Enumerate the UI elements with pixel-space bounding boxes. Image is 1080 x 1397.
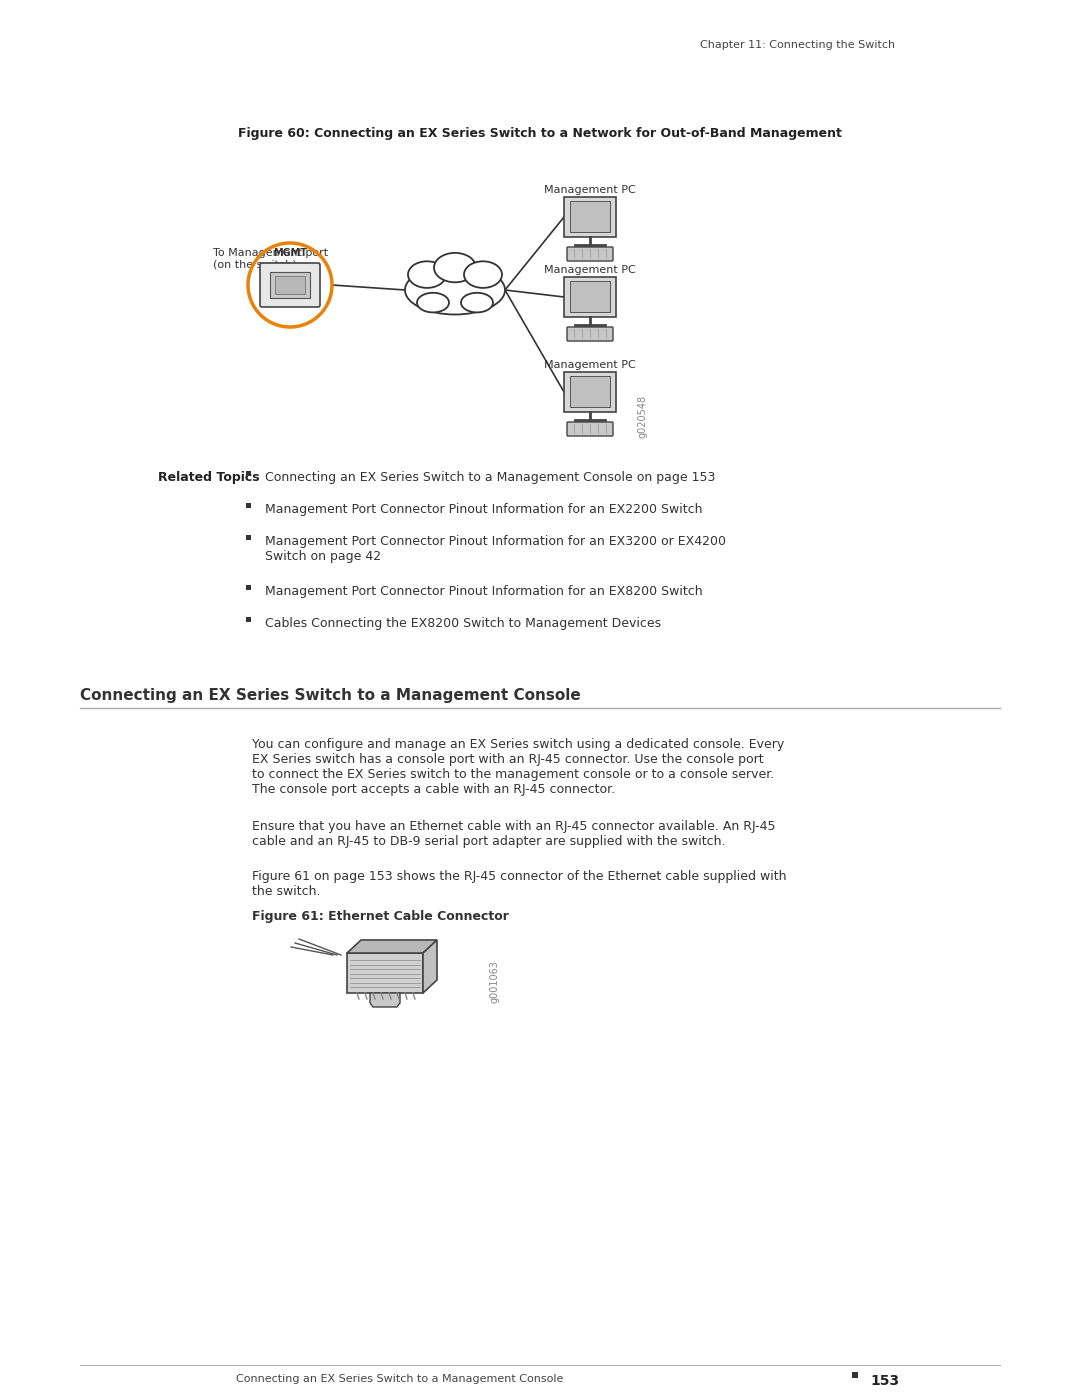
Polygon shape (347, 940, 437, 953)
Ellipse shape (464, 261, 502, 288)
Text: Figure 61: Ethernet Cable Connector: Figure 61: Ethernet Cable Connector (252, 909, 509, 923)
Text: You can configure and manage an EX Series switch using a dedicated console. Ever: You can configure and manage an EX Serie… (252, 738, 784, 796)
Text: Figure 61 on page 153 shows the RJ-45 connector of the Ethernet cable supplied w: Figure 61 on page 153 shows the RJ-45 co… (252, 870, 786, 898)
Ellipse shape (405, 265, 505, 314)
FancyBboxPatch shape (275, 277, 305, 293)
Polygon shape (370, 993, 400, 1007)
FancyBboxPatch shape (564, 197, 616, 237)
Text: g001063: g001063 (490, 960, 500, 1003)
Text: Ensure that you have an Ethernet cable with an RJ-45 connector available. An RJ-: Ensure that you have an Ethernet cable w… (252, 820, 775, 848)
FancyBboxPatch shape (570, 281, 610, 312)
Text: MGMT: MGMT (273, 249, 307, 258)
FancyBboxPatch shape (570, 376, 610, 407)
FancyBboxPatch shape (245, 616, 251, 622)
FancyBboxPatch shape (260, 263, 320, 307)
FancyBboxPatch shape (245, 503, 251, 507)
Text: Chapter 11: Connecting the Switch: Chapter 11: Connecting the Switch (700, 41, 895, 50)
FancyBboxPatch shape (245, 471, 251, 475)
FancyBboxPatch shape (245, 584, 251, 590)
Text: Management PC: Management PC (544, 360, 636, 370)
Text: g020548: g020548 (638, 395, 648, 439)
FancyBboxPatch shape (245, 535, 251, 539)
Text: Management Port Connector Pinout Information for an EX2200 Switch: Management Port Connector Pinout Informa… (265, 503, 702, 515)
Text: Connecting an EX Series Switch to a Management Console on page 153: Connecting an EX Series Switch to a Mana… (265, 471, 715, 483)
Ellipse shape (408, 261, 446, 288)
FancyBboxPatch shape (564, 372, 616, 412)
FancyBboxPatch shape (270, 272, 310, 298)
Text: Connecting an EX Series Switch to a Management Console: Connecting an EX Series Switch to a Mana… (80, 687, 581, 703)
FancyBboxPatch shape (852, 1372, 858, 1377)
FancyBboxPatch shape (567, 422, 613, 436)
Text: To Management port
(on the switch): To Management port (on the switch) (213, 249, 328, 270)
Polygon shape (423, 940, 437, 993)
Text: Cables Connecting the EX8200 Switch to Management Devices: Cables Connecting the EX8200 Switch to M… (265, 617, 661, 630)
Text: Figure 60: Connecting an EX Series Switch to a Network for Out-of-Band Managemen: Figure 60: Connecting an EX Series Switc… (238, 127, 842, 140)
FancyBboxPatch shape (570, 201, 610, 232)
Text: Management PC: Management PC (544, 265, 636, 275)
Text: 153: 153 (870, 1375, 900, 1389)
Ellipse shape (434, 253, 476, 282)
Text: Management Port Connector Pinout Information for an EX3200 or EX4200
Switch on p: Management Port Connector Pinout Informa… (265, 535, 726, 563)
Text: Management PC: Management PC (544, 184, 636, 196)
Text: Management Port Connector Pinout Information for an EX8200 Switch: Management Port Connector Pinout Informa… (265, 585, 703, 598)
Text: Management
network: Management network (418, 278, 491, 299)
Ellipse shape (461, 293, 492, 313)
Ellipse shape (417, 293, 449, 313)
Polygon shape (347, 953, 423, 993)
FancyBboxPatch shape (567, 327, 613, 341)
FancyBboxPatch shape (567, 247, 613, 261)
Text: Connecting an EX Series Switch to a Management Console: Connecting an EX Series Switch to a Mana… (237, 1375, 564, 1384)
FancyBboxPatch shape (564, 277, 616, 317)
Text: Related Topics: Related Topics (158, 471, 259, 483)
